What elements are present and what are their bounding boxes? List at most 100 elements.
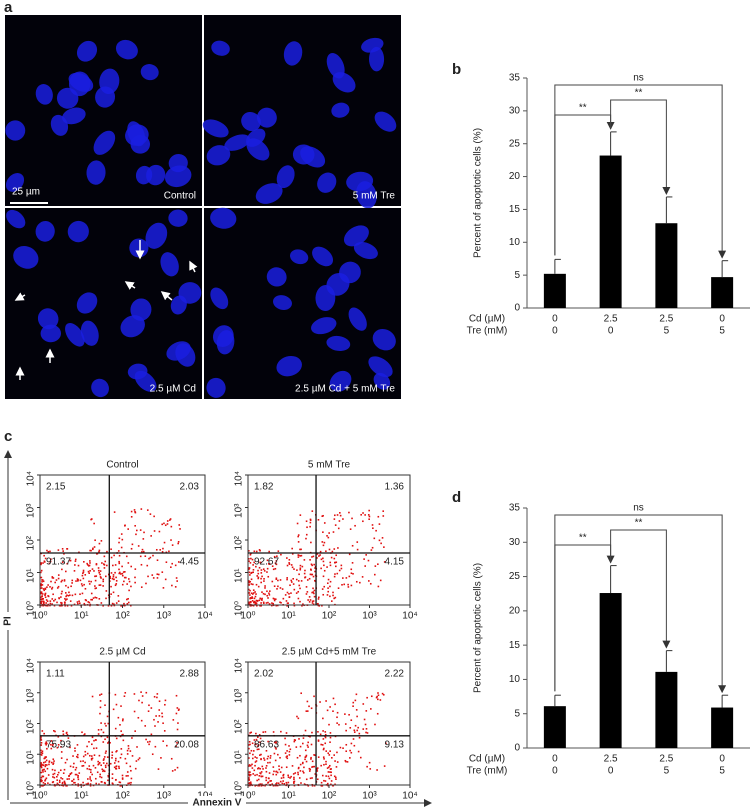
- flow-dot: [264, 731, 267, 733]
- flow-dot: [96, 771, 99, 774]
- flow-dot: [52, 758, 55, 761]
- flow-dot: [131, 737, 133, 739]
- flow-dot: [148, 704, 150, 707]
- flow-dot: [334, 573, 336, 575]
- flow-dot: [369, 768, 372, 770]
- flow-dot: [286, 557, 288, 559]
- flow-dot: [335, 778, 337, 781]
- flow-dot: [377, 692, 379, 694]
- flow-dot: [329, 736, 332, 739]
- flow-dot: [276, 784, 279, 787]
- flow-dot: [312, 600, 315, 602]
- flow-dot: [300, 554, 303, 557]
- flow-dot: [77, 776, 79, 779]
- comparison-label: **: [579, 103, 587, 114]
- flow-dot: [121, 774, 124, 777]
- flow-dot: [260, 581, 262, 584]
- flow-dot: [252, 571, 254, 574]
- flow-dot: [259, 597, 262, 600]
- flow-dot: [266, 594, 269, 597]
- comparison-label: ns: [633, 503, 644, 514]
- flow-dot: [41, 593, 44, 595]
- flow-dot: [306, 591, 309, 593]
- micrograph: 5 mM Tre: [202, 15, 401, 209]
- comparison-bracket: [610, 529, 671, 649]
- flow-dot: [257, 585, 260, 588]
- flow-dot: [40, 592, 43, 595]
- flow-dot: [41, 750, 44, 753]
- nucleus: [326, 335, 351, 351]
- flow-dot: [50, 740, 53, 742]
- flow-dot: [40, 766, 43, 769]
- flow-dot: [91, 598, 93, 601]
- flow-dot: [100, 602, 103, 604]
- flow-dot: [336, 716, 338, 719]
- flow-dot: [379, 579, 382, 582]
- flow-dot: [56, 587, 59, 589]
- flow-dot: [46, 747, 48, 750]
- flow-dot: [317, 731, 319, 733]
- flow-dot: [256, 779, 258, 782]
- flow-dot: [275, 563, 278, 566]
- flow-dot: [134, 568, 137, 570]
- flow-dot: [68, 778, 70, 780]
- flow-dot: [297, 597, 300, 600]
- flow-dot: [264, 587, 266, 589]
- flow-dot: [97, 569, 100, 572]
- flow-dot: [52, 781, 55, 783]
- flow-dot: [361, 576, 364, 578]
- flow-dot: [269, 590, 271, 592]
- flow-dot: [249, 562, 252, 564]
- flow-dot: [156, 573, 159, 576]
- x-tick-label: 10²: [322, 611, 337, 622]
- flow-dot: [128, 782, 131, 784]
- flow-dot: [127, 775, 129, 777]
- flow-dot: [324, 731, 327, 733]
- flow-dot: [111, 602, 114, 605]
- flow-dot: [103, 555, 106, 558]
- flow-dot: [75, 580, 77, 582]
- x-tick-label: 2.5: [659, 754, 673, 765]
- flow-dot: [73, 762, 75, 765]
- flow-dot: [313, 589, 316, 592]
- flow-dot: [93, 747, 95, 750]
- flow-dot: [53, 604, 56, 607]
- flow-dot: [330, 771, 332, 774]
- flow-dot: [364, 565, 366, 567]
- flow-dot: [93, 546, 96, 548]
- flow-dot: [170, 757, 173, 760]
- flow-dot: [248, 602, 250, 605]
- flow-dot: [275, 784, 278, 787]
- flow-dot: [56, 601, 58, 604]
- flow-dot: [249, 594, 251, 596]
- flow-dot: [89, 778, 91, 780]
- flow-dot: [271, 565, 274, 568]
- flow-dot: [76, 601, 79, 603]
- flow-dot: [354, 699, 357, 702]
- flow-dot: [150, 707, 153, 709]
- flow-dot: [260, 572, 263, 574]
- flow-dot: [377, 694, 380, 697]
- flow-dot: [250, 557, 252, 560]
- flow-dot: [69, 772, 72, 775]
- flow-dot: [275, 748, 277, 750]
- flow-dot: [313, 765, 316, 768]
- flow-dot: [257, 569, 259, 572]
- flow-dot: [257, 748, 260, 751]
- flow-dot: [336, 722, 338, 724]
- flow-dot: [251, 593, 254, 595]
- flow-dot: [258, 734, 261, 736]
- flow-dot: [107, 764, 110, 767]
- flow-dot: [92, 547, 94, 550]
- flow-dot: [316, 767, 319, 769]
- flow-dot: [64, 604, 66, 607]
- flow-dot: [151, 753, 154, 756]
- flow-dot: [297, 717, 300, 720]
- flow-dot: [55, 579, 58, 581]
- flow-dot: [115, 703, 118, 706]
- flow-dot: [333, 754, 335, 756]
- flow-dot: [152, 554, 154, 557]
- y-tick-label: 10³: [26, 688, 37, 703]
- flow-dot: [47, 774, 50, 776]
- flow-dot: [322, 557, 324, 560]
